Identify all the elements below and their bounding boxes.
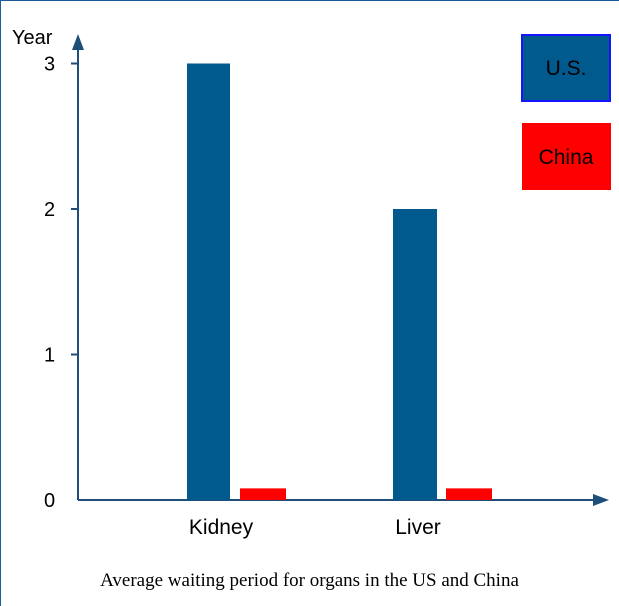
y-tick-label: 3 [44, 54, 55, 76]
y-axis-arrow [72, 34, 84, 50]
y-axis-title: Year [12, 27, 53, 49]
axes: Year [12, 27, 609, 506]
figure-caption: Average waiting period for organs in the… [100, 570, 519, 591]
legend-label-us: U.S. [546, 57, 587, 80]
legend-swatch-us [521, 34, 611, 102]
bar-us-kidney [187, 63, 230, 500]
bar-us-liver [393, 209, 437, 500]
legend-label-china: China [539, 146, 594, 169]
bar-china-liver [446, 488, 492, 500]
bars [187, 63, 492, 500]
y-tick-label: 2 [44, 199, 55, 221]
y-tick-label: 1 [44, 345, 55, 367]
y-ticks: 0 1 2 3 [44, 54, 78, 512]
x-axis-arrow [593, 494, 609, 506]
y-tick-label: 0 [44, 490, 55, 512]
bar-chart: Year 0 1 2 3 Kidney Liver U.S. China [12, 27, 611, 539]
bar-china-kidney [240, 488, 286, 500]
legend-swatch-china [522, 123, 611, 190]
legend: U.S. China [521, 34, 611, 190]
x-labels: Kidney Liver [189, 516, 441, 539]
x-category-label: Liver [395, 516, 441, 539]
x-category-label: Kidney [189, 516, 254, 539]
